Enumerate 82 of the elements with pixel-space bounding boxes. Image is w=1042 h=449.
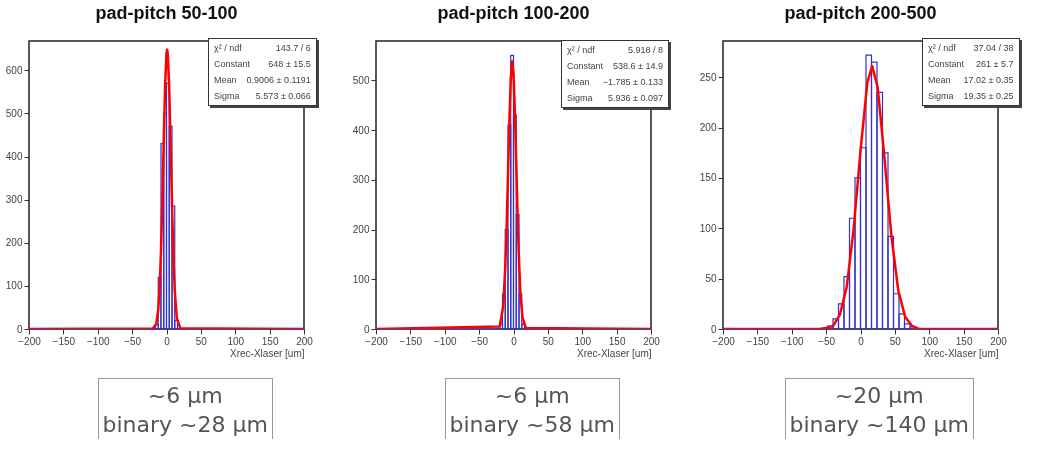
y-tick-label: 200 bbox=[5, 237, 23, 249]
annotation: χ² / ndf bbox=[928, 42, 956, 55]
x-tick-label: 150 bbox=[608, 335, 626, 347]
y-tick-label: 0 bbox=[16, 323, 23, 335]
annotation: −1.785 ± 0.133 bbox=[602, 76, 664, 89]
x-tick-label: 0 bbox=[164, 335, 171, 347]
text: binary ~140 µm bbox=[789, 411, 969, 439]
x-tick-label: 0 bbox=[858, 335, 865, 347]
annotation: Constant bbox=[214, 58, 251, 71]
x-tick-label: −50 bbox=[818, 335, 836, 347]
x-tick-label: −200 bbox=[18, 335, 42, 347]
x-tick-label: −100 bbox=[86, 335, 110, 347]
y-tick-label: 100 bbox=[5, 280, 23, 292]
x-axis-title: Xrec-Xlaser [um] bbox=[924, 347, 999, 359]
annotation: 19.35 ± 0.25 bbox=[963, 90, 1014, 103]
annotation: Mean bbox=[567, 76, 590, 89]
annotation: Mean bbox=[928, 74, 951, 87]
y-tick-label: 100 bbox=[699, 222, 717, 234]
annotation: 5.573 ± 0.066 bbox=[255, 90, 311, 103]
x-axis-title: Xrec-Xlaser [um] bbox=[230, 347, 305, 359]
annotation: Sigma bbox=[214, 90, 240, 103]
annotation: 37.04 / 38 bbox=[973, 42, 1014, 55]
y-tick-label: 600 bbox=[5, 64, 23, 76]
x-tick-label: −50 bbox=[471, 335, 489, 347]
text: ~6 µm bbox=[146, 382, 224, 410]
text: binary ~28 µm bbox=[102, 411, 268, 439]
x-tick-label: 100 bbox=[574, 335, 592, 347]
y-tick-label: 50 bbox=[705, 273, 717, 285]
text: ~6 µm bbox=[493, 382, 571, 410]
x-tick-label: −150 bbox=[52, 335, 76, 347]
annotation: Constant bbox=[928, 58, 965, 71]
y-tick-label: 300 bbox=[5, 194, 23, 206]
text: binary ~58 µm bbox=[449, 411, 615, 439]
annotation: Constant bbox=[567, 60, 604, 73]
y-tick-label: 500 bbox=[352, 74, 370, 86]
y-tick-label: 200 bbox=[352, 224, 370, 236]
y-tick-label: 0 bbox=[363, 323, 370, 335]
annotation: 648 ± 15.5 bbox=[268, 58, 311, 71]
x-tick-label: 50 bbox=[195, 335, 208, 347]
y-tick-label: 100 bbox=[352, 273, 370, 285]
annotation: 261 ± 5.7 bbox=[976, 58, 1014, 71]
annotation: Sigma bbox=[567, 92, 593, 105]
annotation: Mean bbox=[214, 74, 237, 87]
annotation: 0.9006 ± 0.1191 bbox=[246, 74, 311, 87]
y-tick-label: 150 bbox=[699, 172, 717, 184]
annotation: 5.936 ± 0.097 bbox=[608, 92, 664, 105]
x-tick-label: 150 bbox=[261, 335, 279, 347]
chart-title: pad-pitch 100-200 bbox=[437, 3, 590, 23]
y-tick-label: 200 bbox=[699, 122, 717, 134]
x-tick-label: 0 bbox=[511, 335, 518, 347]
x-tick-label: −100 bbox=[433, 335, 457, 347]
x-tick-label: −200 bbox=[365, 335, 389, 347]
annotation: χ² / ndf bbox=[567, 44, 595, 57]
x-tick-label: 200 bbox=[296, 335, 314, 347]
y-tick-label: 250 bbox=[699, 71, 717, 83]
chart-title: pad-pitch 50-100 bbox=[95, 3, 238, 23]
x-tick-label: −200 bbox=[712, 335, 736, 347]
x-tick-label: −150 bbox=[399, 335, 423, 347]
y-tick-label: 400 bbox=[352, 124, 370, 136]
annotation: χ² / ndf bbox=[214, 42, 242, 55]
annotation: Sigma bbox=[928, 90, 954, 103]
x-tick-label: 150 bbox=[955, 335, 973, 347]
x-axis-title: Xrec-Xlaser [um] bbox=[577, 347, 652, 359]
x-tick-label: 200 bbox=[990, 335, 1008, 347]
x-tick-label: 100 bbox=[227, 335, 245, 347]
x-tick-label: 100 bbox=[921, 335, 939, 347]
annotation: 143.7 / 6 bbox=[275, 42, 311, 55]
annotation: 5.918 / 8 bbox=[627, 44, 664, 57]
annotation: 538.6 ± 14.9 bbox=[613, 60, 664, 73]
x-tick-label: −100 bbox=[780, 335, 804, 347]
y-tick-label: 500 bbox=[5, 107, 23, 119]
chart-title: pad-pitch 200-500 bbox=[784, 3, 937, 23]
y-tick-label: 0 bbox=[710, 323, 717, 335]
x-tick-label: −50 bbox=[124, 335, 142, 347]
x-tick-label: 50 bbox=[542, 335, 555, 347]
y-tick-label: 300 bbox=[352, 174, 370, 186]
x-tick-label: −150 bbox=[746, 335, 770, 347]
y-tick-label: 400 bbox=[5, 151, 23, 163]
x-tick-label: 200 bbox=[643, 335, 661, 347]
text: ~20 µm bbox=[833, 382, 925, 410]
x-tick-label: 50 bbox=[889, 335, 902, 347]
annotation: 17.02 ± 0.35 bbox=[963, 74, 1014, 87]
